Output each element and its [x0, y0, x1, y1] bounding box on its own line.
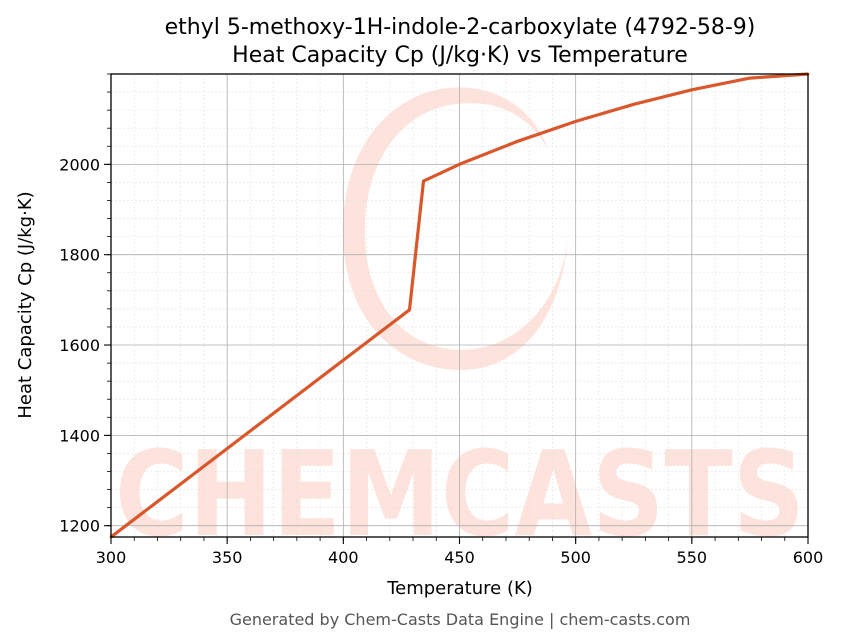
footer-credit: Generated by Chem-Casts Data Engine | ch… [230, 610, 691, 629]
series-points [109, 72, 810, 539]
cp-series-line [110, 72, 809, 539]
data-point [632, 102, 636, 106]
x-tick-label: 550 [677, 548, 708, 567]
x-tick-label: 600 [793, 548, 824, 567]
x-tick-label: 350 [212, 548, 243, 567]
chart-subtitle: Heat Capacity Cp (J/kg·K) vs Temperature [232, 43, 688, 68]
x-tick-label: 300 [96, 548, 127, 567]
data-point [574, 120, 578, 123]
y-tick-label: 1800 [59, 246, 100, 265]
x-tick-label: 450 [444, 548, 475, 567]
data-point [408, 308, 411, 312]
x-axis-ticks: 300 350 400 450 500 550 600 [96, 537, 824, 567]
x-tick-label: 400 [328, 548, 359, 567]
data-point [516, 139, 519, 143]
y-tick-label: 1200 [59, 517, 100, 536]
x-axis-label: Temperature (K) [386, 578, 533, 599]
y-axis-label: Heat Capacity Cp (J/kg·K) [15, 191, 36, 418]
chart-title: ethyl 5-methoxy-1H-indole-2-carboxylate … [165, 15, 756, 40]
y-axis-ticks: 1200 1400 1600 1800 2000 [59, 73, 111, 536]
plot-area: CHEMCASTS [109, 72, 810, 563]
data-point [748, 76, 752, 80]
data-point [458, 162, 461, 166]
data-point [690, 88, 694, 92]
y-tick-label: 1600 [59, 336, 100, 355]
data-point [422, 179, 425, 183]
y-tick-label: 2000 [59, 155, 100, 174]
y-tick-label: 1400 [59, 426, 100, 445]
x-tick-label: 500 [560, 548, 591, 567]
